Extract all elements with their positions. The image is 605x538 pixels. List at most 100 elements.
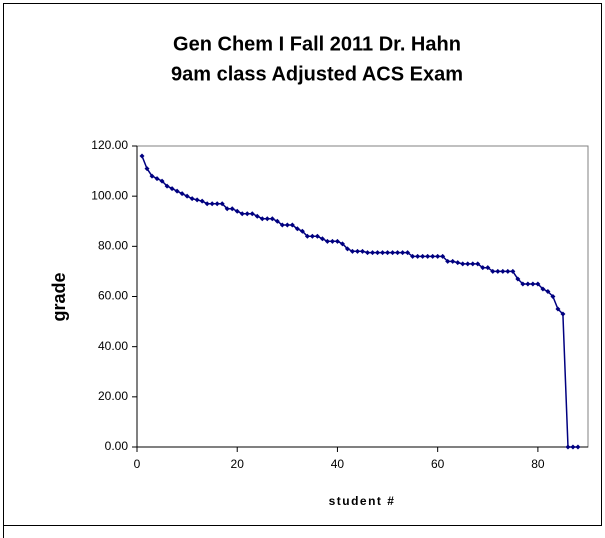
data-point bbox=[565, 444, 571, 450]
data-point bbox=[520, 281, 526, 287]
data-point bbox=[445, 258, 451, 264]
data-point bbox=[139, 153, 145, 159]
chart-title: 9am class Adjusted ACS Exam bbox=[171, 63, 463, 85]
data-point bbox=[249, 211, 255, 217]
data-point bbox=[515, 276, 521, 282]
data-point bbox=[425, 253, 431, 259]
data-point bbox=[535, 281, 541, 287]
data-point bbox=[405, 250, 411, 256]
data-point bbox=[174, 188, 180, 194]
data-point bbox=[575, 444, 581, 450]
x-tick-label: 0 bbox=[134, 457, 141, 471]
data-point bbox=[179, 191, 185, 197]
data-point bbox=[510, 268, 516, 274]
data-point bbox=[410, 253, 416, 259]
y-tick-label: 0.00 bbox=[105, 439, 129, 453]
data-point bbox=[234, 208, 240, 214]
data-point bbox=[450, 258, 456, 264]
data-point bbox=[269, 216, 275, 222]
data-point bbox=[420, 253, 426, 259]
data-point bbox=[319, 236, 325, 242]
y-tick-label: 40.00 bbox=[98, 339, 128, 353]
data-point bbox=[189, 196, 195, 202]
data-point bbox=[415, 253, 421, 259]
data-point bbox=[495, 268, 501, 274]
data-point bbox=[219, 201, 225, 207]
data-point bbox=[194, 197, 200, 203]
data-point bbox=[545, 288, 551, 294]
data-point bbox=[329, 238, 335, 244]
data-point bbox=[480, 265, 486, 271]
data-point bbox=[149, 173, 155, 179]
data-point bbox=[184, 193, 190, 199]
data-point bbox=[570, 444, 576, 450]
data-point bbox=[154, 176, 160, 182]
data-point bbox=[344, 246, 350, 252]
data-point bbox=[204, 201, 210, 207]
data-point bbox=[550, 294, 556, 299]
data-point bbox=[365, 250, 371, 256]
data-point bbox=[169, 186, 175, 192]
data-point bbox=[349, 248, 355, 254]
y-tick-label: 120.00 bbox=[91, 138, 128, 152]
x-tick-label: 80 bbox=[531, 457, 545, 471]
data-point bbox=[244, 211, 250, 217]
data-point bbox=[264, 216, 270, 222]
data-point bbox=[299, 228, 305, 234]
data-point bbox=[209, 201, 215, 207]
data-point bbox=[274, 218, 280, 224]
data-point bbox=[390, 250, 396, 256]
x-axis-label: student # bbox=[329, 494, 396, 508]
data-point bbox=[229, 206, 235, 212]
data-point bbox=[254, 213, 260, 219]
data-point bbox=[284, 222, 290, 228]
data-point bbox=[360, 248, 365, 254]
y-tick-label: 60.00 bbox=[98, 289, 128, 303]
data-point bbox=[465, 261, 471, 267]
data-point bbox=[395, 250, 401, 256]
data-point bbox=[370, 250, 376, 256]
data-point bbox=[224, 206, 230, 212]
data-point bbox=[339, 241, 345, 247]
data-point bbox=[380, 250, 386, 256]
data-point bbox=[555, 306, 561, 312]
data-point bbox=[239, 211, 245, 217]
y-tick-label: 80.00 bbox=[98, 239, 128, 253]
data-point bbox=[475, 261, 481, 267]
data-point bbox=[309, 233, 315, 239]
x-tick-label: 60 bbox=[431, 457, 445, 471]
data-point bbox=[214, 201, 220, 207]
data-point bbox=[314, 233, 320, 239]
chart-title: Gen Chem I Fall 2011 Dr. Hahn bbox=[173, 33, 461, 55]
data-point bbox=[485, 265, 491, 271]
data-point bbox=[354, 248, 360, 254]
data-point bbox=[430, 253, 436, 259]
y-tick-label: 20.00 bbox=[98, 389, 128, 403]
data-point bbox=[460, 261, 466, 267]
data-point bbox=[144, 166, 150, 172]
data-point bbox=[560, 311, 566, 317]
x-tick-label: 20 bbox=[231, 457, 245, 471]
x-tick-label: 40 bbox=[331, 457, 345, 471]
data-point bbox=[455, 260, 461, 266]
data-point bbox=[505, 268, 511, 274]
chart-frame bbox=[3, 3, 602, 526]
y-axis-label: grade bbox=[49, 272, 69, 321]
data-point bbox=[525, 281, 531, 287]
data-point bbox=[334, 238, 340, 244]
data-point bbox=[324, 238, 330, 244]
data-point bbox=[294, 226, 300, 232]
data-point bbox=[500, 268, 506, 274]
data-point bbox=[490, 268, 496, 274]
data-point bbox=[375, 250, 381, 256]
data-point bbox=[304, 233, 310, 239]
data-point bbox=[470, 261, 476, 267]
data-point bbox=[540, 286, 546, 292]
data-point bbox=[159, 178, 165, 184]
data-point bbox=[279, 222, 285, 228]
data-point bbox=[440, 253, 446, 259]
data-point bbox=[259, 216, 265, 222]
data-point bbox=[164, 183, 170, 189]
y-tick-label: 100.00 bbox=[91, 188, 128, 202]
